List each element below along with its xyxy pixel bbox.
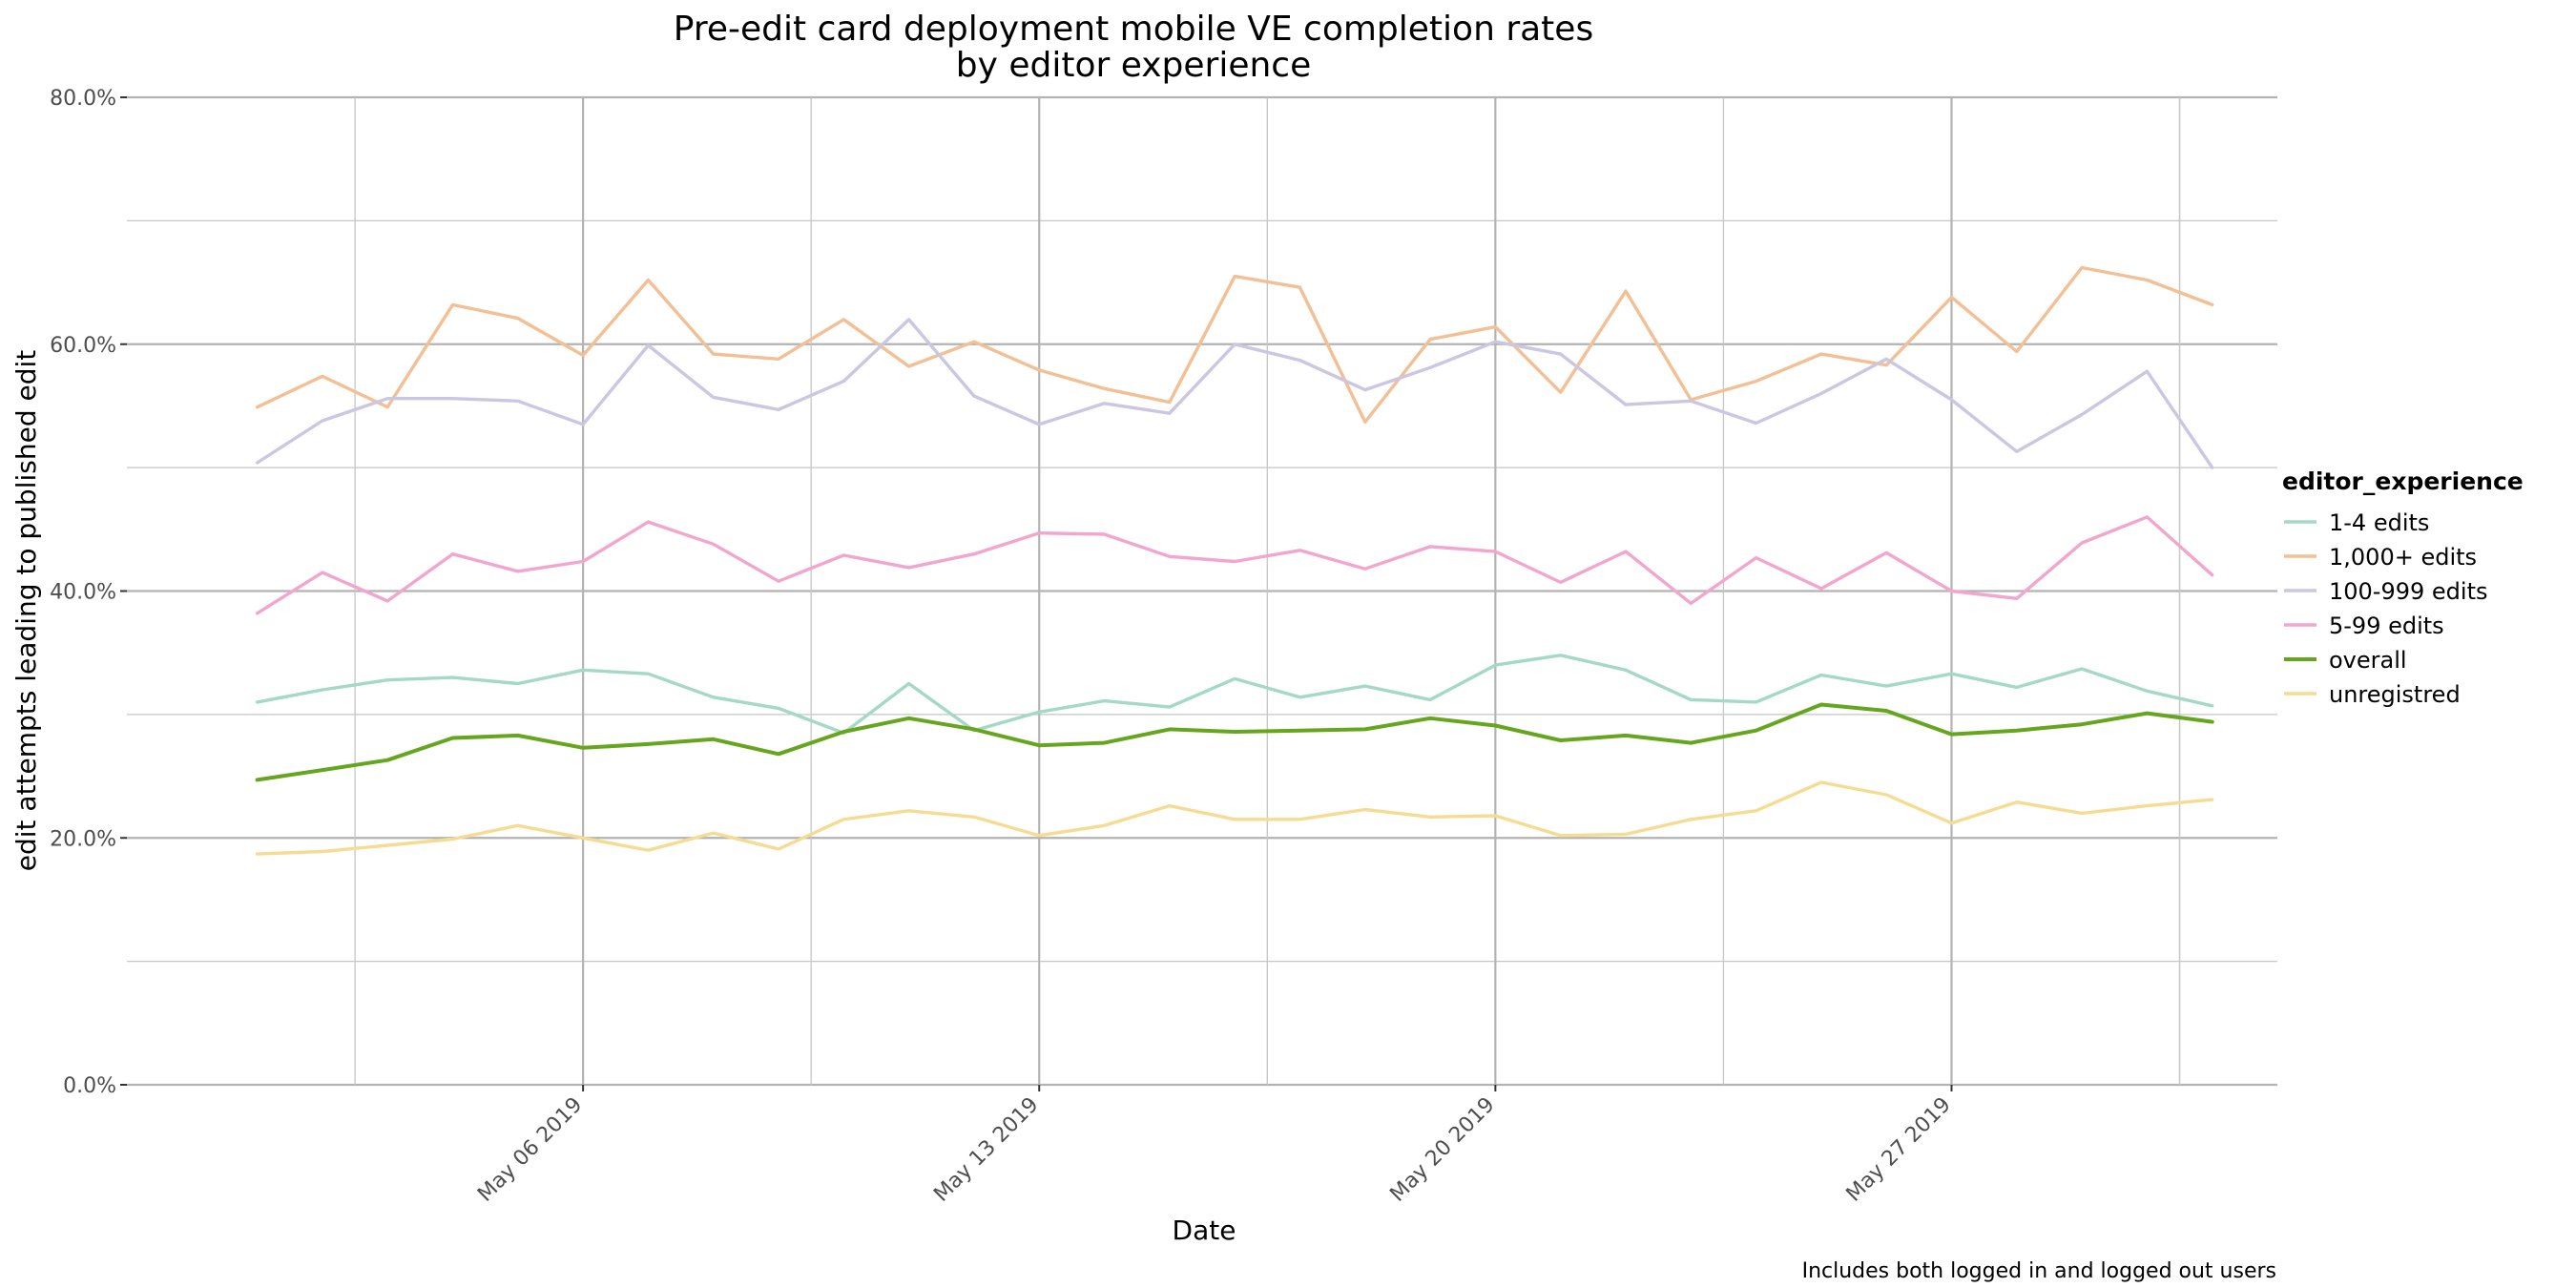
x-tick-label: May 06 2019 (473, 1093, 587, 1207)
series-line-unregistred (255, 780, 2214, 856)
x-tick-label: May 27 2019 (1842, 1093, 1956, 1207)
series-lines (255, 265, 2214, 856)
legend-title: editor_experience (2282, 467, 2524, 495)
y-tick-label: 40.0% (50, 581, 116, 605)
series-line-1-000-edits (255, 265, 2214, 424)
y-tick-label: 80.0% (50, 87, 116, 111)
y-tick-label: 20.0% (50, 827, 116, 851)
legend-label: overall (2329, 647, 2407, 674)
chart-subtitle: by editor experience (956, 46, 1312, 85)
chart-caption: Includes both logged in and logged out u… (1802, 1259, 2276, 1283)
x-tick-label: May 20 2019 (1385, 1093, 1499, 1207)
y-tick-label: 0.0% (63, 1074, 116, 1098)
series-line-100-999-edits (255, 318, 2214, 469)
axis-ticks: 0.0% 20.0% 40.0% 60.0% 80.0% May 06 2019 May 1… (50, 87, 1956, 1207)
legend-label: unregistred (2329, 681, 2461, 708)
x-axis-title: Date (1173, 1215, 1236, 1246)
legend: editor_experience 1-4 edits 1,000+ edits 1… (2282, 467, 2524, 708)
series-line-1-4-edits (255, 654, 2214, 735)
legend-label: 5-99 edits (2329, 613, 2444, 639)
series-line-overall (255, 702, 2214, 782)
legend-label: 1-4 edits (2329, 509, 2429, 536)
y-tick-label: 60.0% (50, 334, 116, 358)
legend-label: 1,000+ edits (2329, 544, 2477, 571)
series-line-5-99-edits (255, 515, 2214, 615)
chart-title: Pre-edit card deployment mobile VE compl… (674, 10, 1593, 49)
y-axis-title: edit attempts leading to published edit (10, 350, 42, 872)
legend-label: 100-999 edits (2329, 578, 2488, 605)
x-tick-label: May 13 2019 (929, 1093, 1043, 1207)
